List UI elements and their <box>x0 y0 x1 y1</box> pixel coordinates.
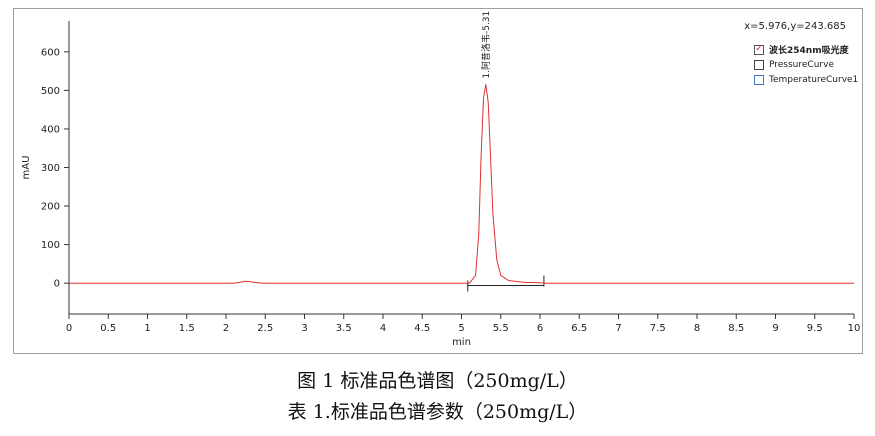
x-tick-label: 9.5 <box>807 323 823 334</box>
table-caption: 表 1.标准品色谱参数（250mg/L） <box>287 401 588 423</box>
x-tick-label: 5.5 <box>493 323 509 334</box>
x-tick-label: 8 <box>694 323 700 334</box>
peak-label: 1.阿昔洛韦-5.31 <box>480 11 492 79</box>
x-tick-label: 2 <box>223 323 229 334</box>
x-tick-label: 3.5 <box>336 323 352 334</box>
y-tick-label: 500 <box>41 86 60 97</box>
chart-canvas[interactable]: 0 0.5 1 1.5 2 2.5 3 3.5 4 4.5 5 5.5 6 6.5 7 7.5 8 8.5 9 9.5… <box>14 9 864 355</box>
y-tick-label: 200 <box>41 202 60 213</box>
x-tick-label: 6.5 <box>571 323 587 334</box>
x-tick-label: 5 <box>458 323 464 334</box>
x-tick-label: 8.5 <box>728 323 744 334</box>
y-tick-label: 400 <box>41 124 60 135</box>
legend-checkbox-temperature[interactable] <box>754 74 764 85</box>
x-tick-label: 3 <box>301 323 307 334</box>
x-tick-label: 10 <box>848 323 861 334</box>
legend-checkbox-absorbance[interactable]: ✓ <box>754 44 764 55</box>
y-tick-label: 600 <box>41 47 60 58</box>
series-line-absorbance <box>69 84 854 284</box>
legend-label-temperature: TemperatureCurve1 <box>769 74 859 85</box>
figure-caption: 图 1 标准品色谱图（250mg/L） <box>297 370 578 392</box>
x-tick-label: 2.5 <box>257 323 273 334</box>
y-tick-label: 300 <box>41 163 60 174</box>
y-axis-title: mAU <box>21 156 32 180</box>
legend-label-pressure: PressureCurve <box>769 59 834 70</box>
x-tick-label: 1 <box>144 323 150 334</box>
x-tick-label: 0.5 <box>100 323 116 334</box>
x-tick-label: 7 <box>615 323 621 334</box>
x-tick-label: 0 <box>66 323 72 334</box>
chart-legend: ✓ 波长254nm吸光度 PressureCurve TemperatureCu… <box>754 42 858 87</box>
y-tick-label: 0 <box>54 279 60 290</box>
legend-label-absorbance: 波长254nm吸光度 <box>769 46 849 56</box>
coordinate-readout: x=5.976,y=243.685 <box>744 21 846 32</box>
legend-item-absorbance[interactable]: ✓ 波长254nm吸光度 <box>754 42 858 57</box>
x-tick-label: 9 <box>772 323 778 334</box>
legend-checkbox-pressure[interactable] <box>754 59 764 70</box>
legend-item-temperature[interactable]: TemperatureCurve1 <box>754 72 858 87</box>
x-tick-label: 4 <box>380 323 386 334</box>
chromatogram-chart: 0 0.5 1 1.5 2 2.5 3 3.5 4 4.5 5 5.5 6 6.5 7 7.5 8 8.5 9 9.5… <box>13 8 863 354</box>
x-axis-title: min <box>452 337 471 348</box>
y-tick-label: 100 <box>41 240 60 251</box>
x-tick-label: 1.5 <box>179 323 195 334</box>
x-tick-label: 6 <box>537 323 543 334</box>
x-tick-label: 7.5 <box>650 323 666 334</box>
x-tick-label: 4.5 <box>414 323 430 334</box>
legend-item-pressure[interactable]: PressureCurve <box>754 57 858 72</box>
